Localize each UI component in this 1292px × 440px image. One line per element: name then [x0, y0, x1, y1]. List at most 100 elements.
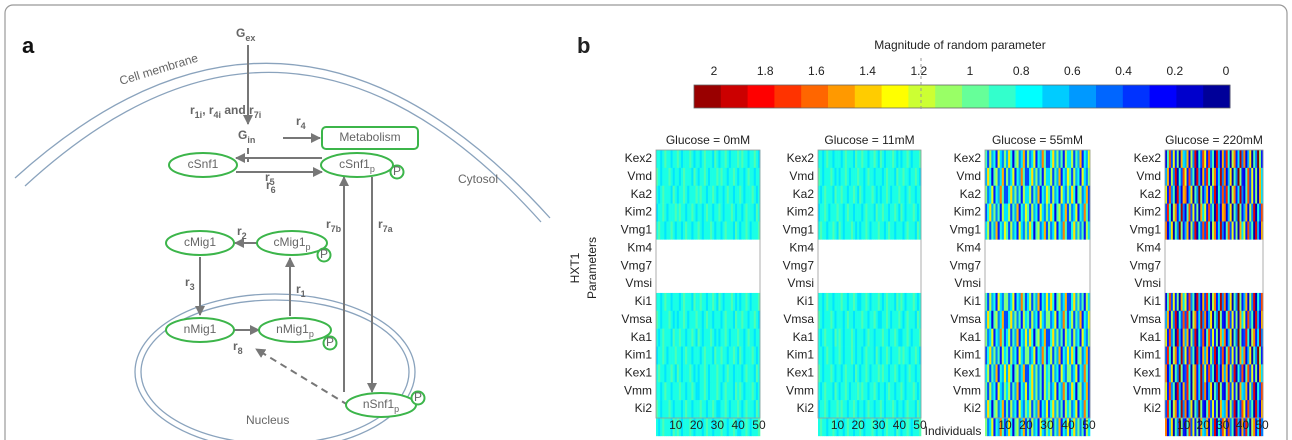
heatmap-cell [818, 364, 821, 383]
heatmap-cell [1208, 364, 1211, 383]
heatmap-cell [1037, 203, 1040, 222]
heatmap-cell [1060, 292, 1063, 312]
heatmap-cell [865, 310, 868, 329]
heatmap-cell [832, 167, 835, 187]
heatmap-cell [834, 150, 837, 169]
heatmap-cell [1212, 400, 1215, 419]
heatmap-cell [662, 400, 665, 419]
heatmap-cell [1251, 221, 1254, 240]
heatmap-cell [666, 382, 669, 401]
heatmap-cell [1045, 221, 1049, 240]
heatmap-cell [745, 167, 748, 187]
heatmap-cell [1054, 418, 1057, 437]
heatmap-cell [1052, 221, 1055, 240]
x-tick-label: 40 [1236, 418, 1250, 432]
heatmap-cell [1056, 203, 1059, 222]
heatmap-cell [1075, 328, 1078, 347]
heatmap-cell [660, 328, 663, 347]
heatmap-cell [1052, 167, 1055, 187]
heatmap-cell [701, 203, 705, 222]
heatmap-cell [1018, 364, 1021, 383]
heatmap-cell [691, 346, 694, 365]
heatmap-cell [861, 185, 864, 204]
heatmap-cell [1083, 328, 1087, 347]
panel-title: Glucose = 0mM [666, 133, 750, 147]
heatmap-cell [1196, 346, 1199, 365]
heatmap-cell [1178, 203, 1181, 222]
heatmap-cell [691, 203, 694, 222]
heatmap-cell [1178, 167, 1181, 187]
heatmap-cell [1255, 382, 1258, 401]
heatmap-cell [1257, 185, 1260, 204]
heatmap-cell [674, 167, 678, 187]
heatmap-cell [1221, 167, 1225, 187]
heatmap-cell [896, 382, 899, 401]
heatmap-cell [739, 400, 742, 419]
colorbar-block [908, 85, 936, 108]
heatmap-cell [993, 221, 996, 240]
heatmap-cell [1259, 400, 1262, 419]
heatmap-cell [1172, 382, 1176, 401]
colorbar-block [962, 85, 990, 108]
heatmap-cell [1251, 167, 1254, 187]
heatmap-cell [997, 364, 1000, 383]
heatmap-cell [1041, 328, 1045, 347]
heatmap-cell [1165, 346, 1168, 365]
heatmap-cell [1064, 364, 1068, 383]
label-text: G [236, 26, 245, 40]
heatmap-cell [902, 364, 905, 383]
heatmap-cell [1033, 382, 1036, 401]
heatmap-cell [1039, 167, 1042, 187]
heatmap-cell [1006, 203, 1009, 222]
heatmap-cell [824, 185, 827, 204]
heatmap-cell [1229, 167, 1232, 187]
heatmap-cell [1058, 167, 1061, 187]
heatmap-cell [822, 310, 825, 329]
row-label: Km4 [627, 240, 652, 254]
heatmap-cell [1050, 346, 1053, 365]
heatmap-cell [1180, 185, 1183, 204]
heatmap-cell [820, 310, 823, 329]
heatmap-cell [1077, 346, 1080, 365]
heatmap-cell [1087, 400, 1091, 419]
x-tick-label: 30 [1216, 418, 1230, 432]
heatmap-cell [735, 185, 738, 204]
heatmap-cell [1255, 364, 1258, 383]
heatmap-cell [863, 328, 866, 347]
heatmap-cell [836, 203, 839, 222]
heatmap-cell [1215, 185, 1219, 204]
heatmap-cell [1231, 364, 1234, 383]
heatmap-cell [1217, 346, 1221, 365]
heatmap-cell [1212, 167, 1215, 187]
heatmap-cell [670, 203, 673, 222]
heatmap-cell [757, 203, 761, 222]
heatmap-cell [916, 382, 920, 401]
heatmap-cell [683, 364, 686, 383]
heatmap-cell [732, 382, 736, 401]
node [258, 317, 332, 343]
heatmap-cell [902, 382, 905, 401]
heatmap-cell [1174, 364, 1178, 383]
heatmap-cell [1064, 203, 1068, 222]
heatmap-cell [818, 292, 821, 312]
heatmap-cell [830, 418, 833, 437]
heatmap-cell [1073, 150, 1076, 169]
heatmap-cell [1027, 364, 1030, 383]
heatmap-cell [1012, 221, 1015, 240]
heatmap-cell [724, 328, 728, 347]
heatmap-cell [1058, 328, 1061, 347]
heatmap-cell [674, 310, 678, 329]
heatmap-cell [1050, 203, 1053, 222]
heatmap-cell [1045, 185, 1049, 204]
heatmap-cell [1081, 418, 1084, 437]
heatmap-cell [1020, 221, 1024, 240]
heatmap-cell [678, 400, 682, 419]
heatmap-cell [1261, 167, 1264, 187]
heatmap-cell [685, 418, 688, 437]
heatmap-cell [728, 292, 732, 312]
heatmap-cell [824, 310, 827, 329]
heatmap-cell [918, 364, 922, 383]
heatmap-cell [1014, 185, 1017, 204]
heatmap-cell [898, 346, 901, 365]
heatmap-cell [1204, 364, 1207, 383]
